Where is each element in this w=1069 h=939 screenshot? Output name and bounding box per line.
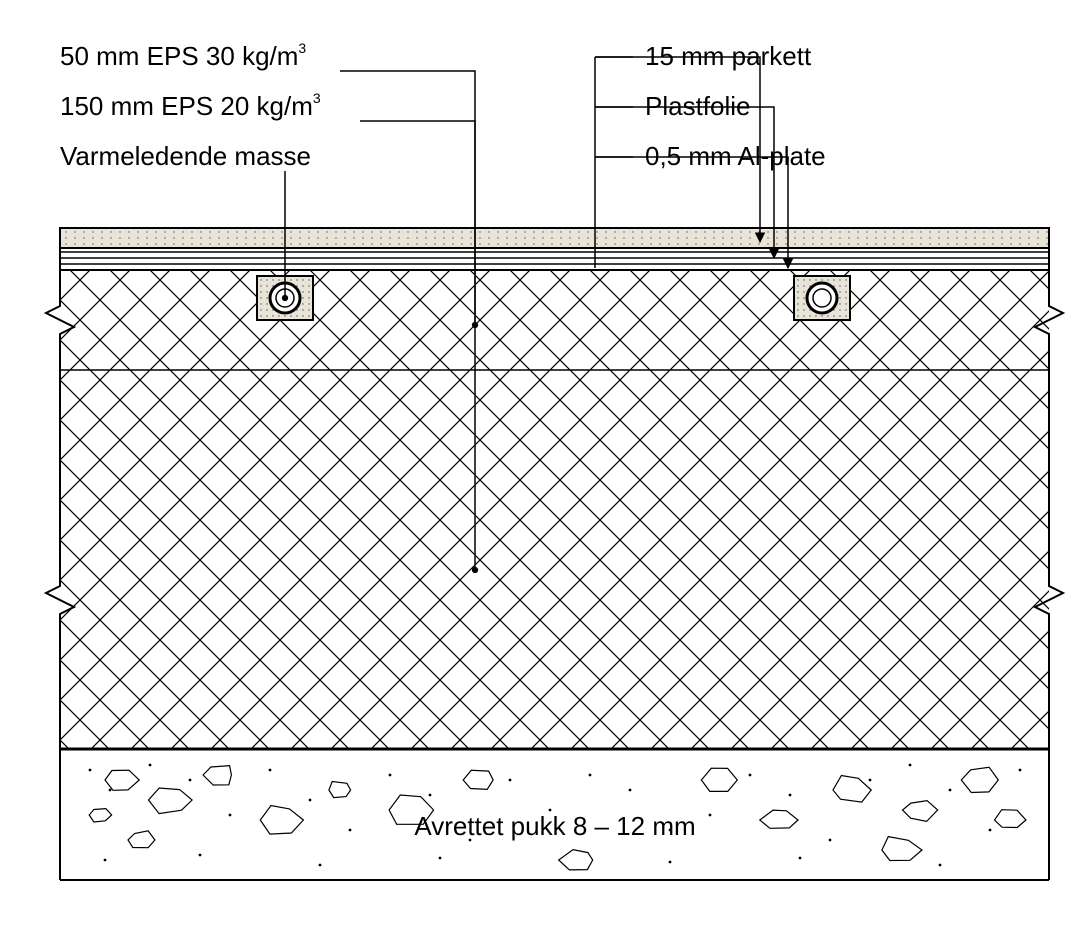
label-text: Varmeledende masse <box>60 141 311 171</box>
gravel-dot <box>319 864 322 867</box>
label-text: 50 mm EPS 30 kg/m3 <box>60 40 306 71</box>
gravel-pebble <box>701 768 737 791</box>
gravel-dot <box>669 861 672 864</box>
layer-eps-hatch <box>60 270 1049 749</box>
gravel-dot <box>799 857 802 860</box>
gravel-pebble <box>559 850 593 870</box>
gravel-dot <box>939 864 942 867</box>
gravel-dot <box>589 774 592 777</box>
gravel-pebble <box>760 810 798 828</box>
gravel-dot <box>1019 769 1022 772</box>
gravel-dot <box>149 764 152 767</box>
gravel-pebble <box>961 767 998 792</box>
gravel-dot <box>429 794 432 797</box>
gravel-dot <box>104 859 107 862</box>
gravel-pebble <box>89 809 111 822</box>
gravel-pebble <box>260 806 303 835</box>
label-text: 150 mm EPS 20 kg/m3 <box>60 90 321 121</box>
gravel-dot <box>989 829 992 832</box>
gravel-pebble <box>995 810 1026 828</box>
gravel-pebble <box>882 837 922 861</box>
gravel-dot <box>189 779 192 782</box>
gravel-dot <box>389 774 392 777</box>
gravel-pebble <box>149 788 193 814</box>
gravel-dot <box>199 854 202 857</box>
gravel-dot <box>829 839 832 842</box>
gravel-dot <box>349 829 352 832</box>
gravel-pebble <box>833 776 871 803</box>
label-text: Plastfolie <box>645 91 751 121</box>
gravel-dot <box>269 769 272 772</box>
label-text: 0,5 mm Al-plate <box>645 141 826 171</box>
gravel-pebble <box>128 831 155 848</box>
gravel-dot <box>869 779 872 782</box>
gravel-dot <box>509 779 512 782</box>
label-text: 15 mm parkett <box>645 41 812 71</box>
gravel-dot <box>229 814 232 817</box>
gravel-dot <box>909 764 912 767</box>
gravel-pebble <box>903 801 938 822</box>
gravel-pebble <box>463 770 493 789</box>
gravel-dot <box>709 814 712 817</box>
gravel-dot <box>749 774 752 777</box>
gravel-dot <box>949 789 952 792</box>
gravel-dot <box>109 789 112 792</box>
gravel-pebble <box>329 782 351 798</box>
label-gravel: Avrettet pukk 8 – 12 mm <box>414 811 695 841</box>
gravel-dot <box>629 789 632 792</box>
layer-parkett <box>60 228 1049 248</box>
gravel-dot <box>89 769 92 772</box>
gravel-pebble <box>105 770 139 790</box>
gravel-dot <box>309 799 312 802</box>
gravel-dot <box>789 794 792 797</box>
gravel-dot <box>439 857 442 860</box>
gravel-pebble <box>203 766 231 785</box>
